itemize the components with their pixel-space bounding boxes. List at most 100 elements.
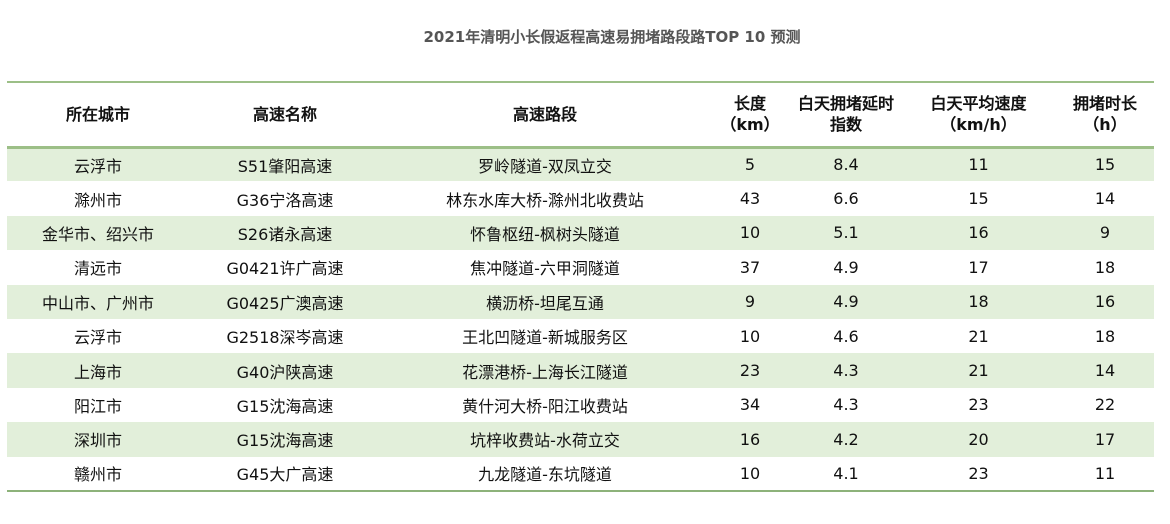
table-cell: 22 xyxy=(1094,395,1116,415)
table-cell: 4.3 xyxy=(833,395,859,415)
table-cell: 15 xyxy=(1094,155,1116,175)
column-header-line2: （km/h） xyxy=(940,115,1017,135)
table-body: 云浮市 S51肇阳高速 罗岭隧道-双凤立交 5 8.4 11 15 滁州市 G36宁洛高速 林东水… xyxy=(7,147,1154,491)
column-header-line1: 高速名称 xyxy=(252,104,317,124)
table-cell: 黄什河大桥-阳江收费站 xyxy=(462,396,628,416)
table-row: 云浮市 S51肇阳高速 罗岭隧道-双凤立交 5 8.4 11 15 xyxy=(7,147,1154,182)
table-cell: 14 xyxy=(1094,361,1116,381)
table-cell: 9 xyxy=(1099,223,1111,243)
column-header-line2: （km） xyxy=(720,115,780,135)
table-cell: 深圳市 xyxy=(73,431,122,451)
header-row: 所在城市 高速名称 高速路段 长度 （km） 白天拥堵延时 指数 白天平均速度 （km/h） 拥堵… xyxy=(7,82,1154,147)
table-row: 赣州市 G45大广高速 九龙隧道-东坑隧道 10 4.1 23 11 xyxy=(7,457,1154,491)
table-row: 深圳市 G15沈海高速 坑梓收费站-水荷立交 16 4.2 20 17 xyxy=(7,422,1154,457)
table-cell: G15沈海高速 xyxy=(236,396,334,416)
table-cell: 23 xyxy=(968,395,989,415)
table-row: 金华市、绍兴市 S26诸永高速 怀鲁枢纽-枫树头隧道 10 5.1 16 9 xyxy=(7,215,1154,251)
table-cell: G0421许广高速 xyxy=(226,259,344,279)
table-cell: 金华市、绍兴市 xyxy=(41,224,154,244)
table-cell: 6.6 xyxy=(833,189,859,209)
table-cell: 4.9 xyxy=(833,292,859,312)
table-cell: 云浮市 xyxy=(73,328,122,348)
table-row: 上海市 G40沪陕高速 花漂港桥-上海长江隧道 23 4.3 21 14 xyxy=(7,353,1154,388)
table-cell: 11 xyxy=(968,155,989,175)
table-cell: 4.3 xyxy=(833,361,859,381)
table-cell: 16 xyxy=(739,429,761,449)
column-header-line1: 白天平均速度 xyxy=(930,94,1027,114)
column-header: 白天拥堵延时 指数 xyxy=(791,82,901,147)
table-cell: 王北凹隧道-新城服务区 xyxy=(462,328,628,348)
table-cell: 4.9 xyxy=(833,257,859,277)
table-cell: 坑梓收费站-水荷立交 xyxy=(470,431,620,451)
column-header-line1: 长度 xyxy=(733,94,766,114)
table-cell: 4.2 xyxy=(833,429,859,449)
column-header: 高速名称 xyxy=(189,82,381,147)
table-row: 阳江市 G15沈海高速 黄什河大桥-阳江收费站 34 4.3 23 22 xyxy=(7,388,1154,422)
column-header-line1: 拥堵时长 xyxy=(1072,94,1137,114)
table-cell: G36宁洛高速 xyxy=(236,190,334,210)
table-cell: 17 xyxy=(968,257,989,277)
table-cell: 23 xyxy=(739,361,761,381)
table-cell: 5 xyxy=(744,155,756,175)
table-cell: 10 xyxy=(739,463,761,483)
table-cell: 18 xyxy=(1094,257,1116,277)
column-header-line1: 高速路段 xyxy=(512,104,577,124)
table-cell: G2518深岑高速 xyxy=(226,328,344,348)
column-header: 高速路段 xyxy=(381,82,709,147)
table-cell: 赣州市 xyxy=(73,465,122,485)
table-cell: 上海市 xyxy=(73,362,122,382)
table-title: 2021年清明小长假返程高速易拥堵路段路TOP 10 预测 xyxy=(423,28,801,46)
table-cell: 43 xyxy=(739,189,761,209)
column-header: 拥堵时长 （h） xyxy=(1056,82,1154,147)
table-row: 云浮市 G2518深岑高速 王北凹隧道-新城服务区 10 4.6 21 18 xyxy=(7,319,1154,353)
table-cell: G45大广高速 xyxy=(236,465,334,485)
table-cell: 16 xyxy=(968,223,989,243)
table-cell: 九龙隧道-东坑隧道 xyxy=(478,465,612,485)
table-cell: G40沪陕高速 xyxy=(236,362,334,382)
table-cell: 23 xyxy=(968,463,989,483)
table-cell: 中山市、广州市 xyxy=(41,293,154,313)
column-header: 长度 （km） xyxy=(709,82,791,147)
column-header-line2: （h） xyxy=(1083,115,1127,135)
table-cell: 云浮市 xyxy=(73,156,122,176)
table-cell: 4.1 xyxy=(833,463,859,483)
column-header-line1: 所在城市 xyxy=(65,104,130,124)
table-cell: 10 xyxy=(739,326,761,346)
table-cell: G0425广澳高速 xyxy=(226,293,344,313)
table-cell: 横沥桥-坦尾互通 xyxy=(486,293,604,313)
table-cell: S26诸永高速 xyxy=(237,224,333,244)
column-header-line2: 指数 xyxy=(829,115,862,135)
table-cell: 34 xyxy=(739,395,761,415)
table-cell: 5.1 xyxy=(833,223,859,243)
table-cell: 林东水库大桥-滁州北收费站 xyxy=(446,190,644,210)
column-header-line1: 白天拥堵延时 xyxy=(797,94,894,114)
table-cell: 焦冲隧道-六甲洞隧道 xyxy=(470,259,620,279)
table-cell: 9 xyxy=(744,292,756,312)
table-cell: 17 xyxy=(1094,429,1116,449)
column-header: 所在城市 xyxy=(7,82,189,147)
table-row: 清远市 G0421许广高速 焦冲隧道-六甲洞隧道 37 4.9 17 18 xyxy=(7,250,1154,284)
table-cell: 4.6 xyxy=(833,326,859,346)
table-cell: G15沈海高速 xyxy=(236,431,334,451)
table-row: 滁州市 G36宁洛高速 林东水库大桥-滁州北收费站 43 6.6 15 14 xyxy=(7,181,1154,215)
table-cell: 20 xyxy=(968,429,989,449)
table-cell: 18 xyxy=(968,292,989,312)
table-cell: 罗岭隧道-双凤立交 xyxy=(478,156,612,176)
table-cell: 10 xyxy=(739,223,761,243)
table-cell: 11 xyxy=(1094,463,1116,483)
table-cell: 14 xyxy=(1094,189,1116,209)
table-cell: 37 xyxy=(739,257,761,277)
table-cell: 21 xyxy=(968,326,989,346)
table-row: 中山市、广州市 G0425广澳高速 横沥桥-坦尾互通 9 4.9 18 16 xyxy=(7,284,1154,319)
table-cell: 18 xyxy=(1094,326,1116,346)
table-cell: 花漂港桥-上海长江隧道 xyxy=(462,362,628,382)
table-cell: 21 xyxy=(968,361,989,381)
table-cell: 16 xyxy=(1094,292,1116,312)
table-cell: 阳江市 xyxy=(73,396,122,416)
table-cell: 清远市 xyxy=(73,259,122,279)
table-cell: 滁州市 xyxy=(73,190,122,210)
table-cell: S51肇阳高速 xyxy=(237,156,333,176)
table-cell: 怀鲁枢纽-枫树头隧道 xyxy=(470,224,620,244)
table-cell: 15 xyxy=(968,189,989,209)
column-header: 白天平均速度 （km/h） xyxy=(901,82,1056,147)
